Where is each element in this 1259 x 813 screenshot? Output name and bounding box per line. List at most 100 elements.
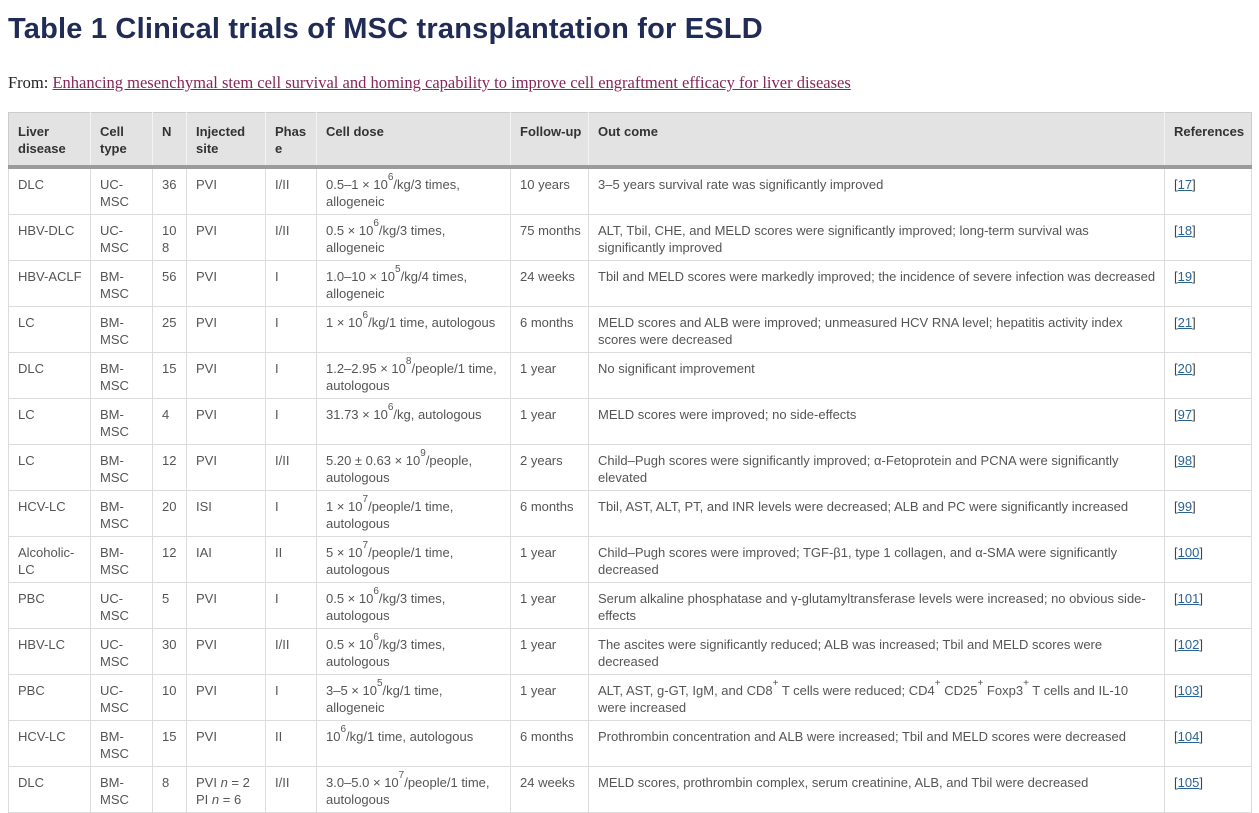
reference-bracket: [ xyxy=(1174,177,1178,192)
cell-phase: I/II xyxy=(265,444,317,491)
cell-follow-up: 1 year xyxy=(510,536,589,583)
reference-bracket: ] xyxy=(1199,591,1203,606)
col-header-cell-dose: Cell dose xyxy=(316,112,511,169)
cell-cell-dose: 3–5 × 105/kg/1 time, allogeneic xyxy=(316,674,511,721)
cell-outcome: The ascites were significantly reduced; … xyxy=(588,628,1165,675)
cell-cell-type: BM-MSC xyxy=(90,398,153,445)
cell-follow-up: 6 months xyxy=(510,490,589,537)
cell-outcome: MELD scores, prothrombin complex, serum … xyxy=(588,766,1165,813)
cell-cell-type: BM-MSC xyxy=(90,444,153,491)
cell-liver-disease: HCV-LC xyxy=(8,490,91,537)
cell-injected-site: PVI xyxy=(186,214,266,261)
table-row: HBV-ACLF BM-MSC 56 PVI I 1.0–10 × 105/kg/4 ti… xyxy=(8,260,1252,307)
cell-cell-dose: 3.0–5.0 × 107/people/1 time, autologous xyxy=(316,766,511,813)
cell-liver-disease: DLC xyxy=(8,352,91,399)
cell-follow-up: 1 year xyxy=(510,674,589,721)
reference-link[interactable]: 97 xyxy=(1177,407,1193,422)
reference-link[interactable]: 17 xyxy=(1177,177,1193,192)
cell-injected-site: PVI xyxy=(186,720,266,767)
cell-outcome: No significant improvement xyxy=(588,352,1165,399)
cell-liver-disease: DLC xyxy=(8,766,91,813)
cell-injected-site: PVI xyxy=(186,260,266,307)
cell-phase: II xyxy=(265,720,317,767)
cell-cell-type: BM-MSC xyxy=(90,720,153,767)
reference-bracket: ] xyxy=(1192,315,1196,330)
reference-link[interactable]: 19 xyxy=(1177,269,1193,284)
cell-injected-site: PVI xyxy=(186,674,266,721)
cell-follow-up: 24 weeks xyxy=(510,260,589,307)
cell-cell-type: UC-MSC xyxy=(90,674,153,721)
cell-n: 36 xyxy=(152,166,187,215)
reference-link[interactable]: 104 xyxy=(1177,729,1200,744)
cell-liver-disease: PBC xyxy=(8,674,91,721)
col-header-injected-site: Injected site xyxy=(186,112,266,169)
cell-reference: [102] xyxy=(1164,628,1252,675)
article-table-page: Table 1 Clinical trials of MSC transplan… xyxy=(0,11,1259,813)
reference-bracket: ] xyxy=(1199,729,1203,744)
cell-cell-type: BM-MSC xyxy=(90,490,153,537)
cell-phase: I xyxy=(265,260,317,307)
reference-bracket: [ xyxy=(1174,453,1178,468)
cell-cell-type: UC-MSC xyxy=(90,628,153,675)
reference-link[interactable]: 21 xyxy=(1177,315,1193,330)
cell-phase: I xyxy=(265,352,317,399)
cell-injected-site: PVI xyxy=(186,306,266,353)
reference-link[interactable]: 101 xyxy=(1177,591,1200,606)
cell-cell-type: BM-MSC xyxy=(90,536,153,583)
cell-n: 5 xyxy=(152,582,187,629)
cell-reference: [20] xyxy=(1164,352,1252,399)
reference-bracket: ] xyxy=(1192,269,1196,284)
cell-n: 12 xyxy=(152,536,187,583)
reference-link[interactable]: 100 xyxy=(1177,545,1200,560)
cell-phase: I xyxy=(265,582,317,629)
cell-cell-type: BM-MSC xyxy=(90,260,153,307)
cell-injected-site: PVI xyxy=(186,352,266,399)
cell-follow-up: 2 years xyxy=(510,444,589,491)
reference-bracket: ] xyxy=(1199,683,1203,698)
cell-cell-type: UC-MSC xyxy=(90,582,153,629)
cell-reference: [18] xyxy=(1164,214,1252,261)
source-article-link[interactable]: Enhancing mesenchymal stem cell survival… xyxy=(52,73,851,92)
reference-link[interactable]: 105 xyxy=(1177,775,1200,790)
reference-link[interactable]: 18 xyxy=(1177,223,1193,238)
cell-reference: [101] xyxy=(1164,582,1252,629)
cell-cell-dose: 106/kg/1 time, autologous xyxy=(316,720,511,767)
cell-injected-site: ISI xyxy=(186,490,266,537)
cell-cell-dose: 0.5–1 × 106/kg/3 times, allogeneic xyxy=(316,166,511,215)
reference-bracket: ] xyxy=(1192,453,1196,468)
table-row: PBC UC-MSC 10 PVI I 3–5 × 105/kg/1 time, allo… xyxy=(8,674,1252,721)
reference-link[interactable]: 98 xyxy=(1177,453,1193,468)
cell-cell-type: UC-MSC xyxy=(90,166,153,215)
table-row: DLC BM-MSC 15 PVI I 1.2–2.95 × 108/people/1 t… xyxy=(8,352,1252,399)
cell-reference: [104] xyxy=(1164,720,1252,767)
cell-cell-type: BM-MSC xyxy=(90,766,153,813)
cell-reference: [21] xyxy=(1164,306,1252,353)
reference-bracket: ] xyxy=(1199,775,1203,790)
col-header-liver-disease: Liver disease xyxy=(8,112,91,169)
cell-n: 25 xyxy=(152,306,187,353)
reference-link[interactable]: 102 xyxy=(1177,637,1200,652)
cell-reference: [100] xyxy=(1164,536,1252,583)
cell-outcome: Serum alkaline phosphatase and γ-glutamy… xyxy=(588,582,1165,629)
reference-bracket: [ xyxy=(1174,591,1178,606)
cell-outcome: Tbil, AST, ALT, PT, and INR levels were … xyxy=(588,490,1165,537)
cell-injected-site: IAI xyxy=(186,536,266,583)
cell-phase: I xyxy=(265,490,317,537)
reference-link[interactable]: 99 xyxy=(1177,499,1193,514)
page-title: Table 1 Clinical trials of MSC transplan… xyxy=(8,13,763,45)
cell-follow-up: 1 year xyxy=(510,582,589,629)
cell-reference: [98] xyxy=(1164,444,1252,491)
reference-bracket: ] xyxy=(1199,637,1203,652)
cell-reference: [105] xyxy=(1164,766,1252,813)
col-header-cell-type: Cell type xyxy=(90,112,153,169)
reference-link[interactable]: 103 xyxy=(1177,683,1200,698)
table-row: DLC UC-MSC 36 PVI I/II 0.5–1 × 106/kg/3 times… xyxy=(8,166,1252,215)
cell-outcome: Tbil and MELD scores were markedly impro… xyxy=(588,260,1165,307)
cell-phase: I xyxy=(265,306,317,353)
reference-link[interactable]: 20 xyxy=(1177,361,1193,376)
cell-liver-disease: LC xyxy=(8,398,91,445)
cell-n: 56 xyxy=(152,260,187,307)
cell-phase: II xyxy=(265,536,317,583)
reference-bracket: [ xyxy=(1174,683,1178,698)
cell-follow-up: 1 year xyxy=(510,628,589,675)
